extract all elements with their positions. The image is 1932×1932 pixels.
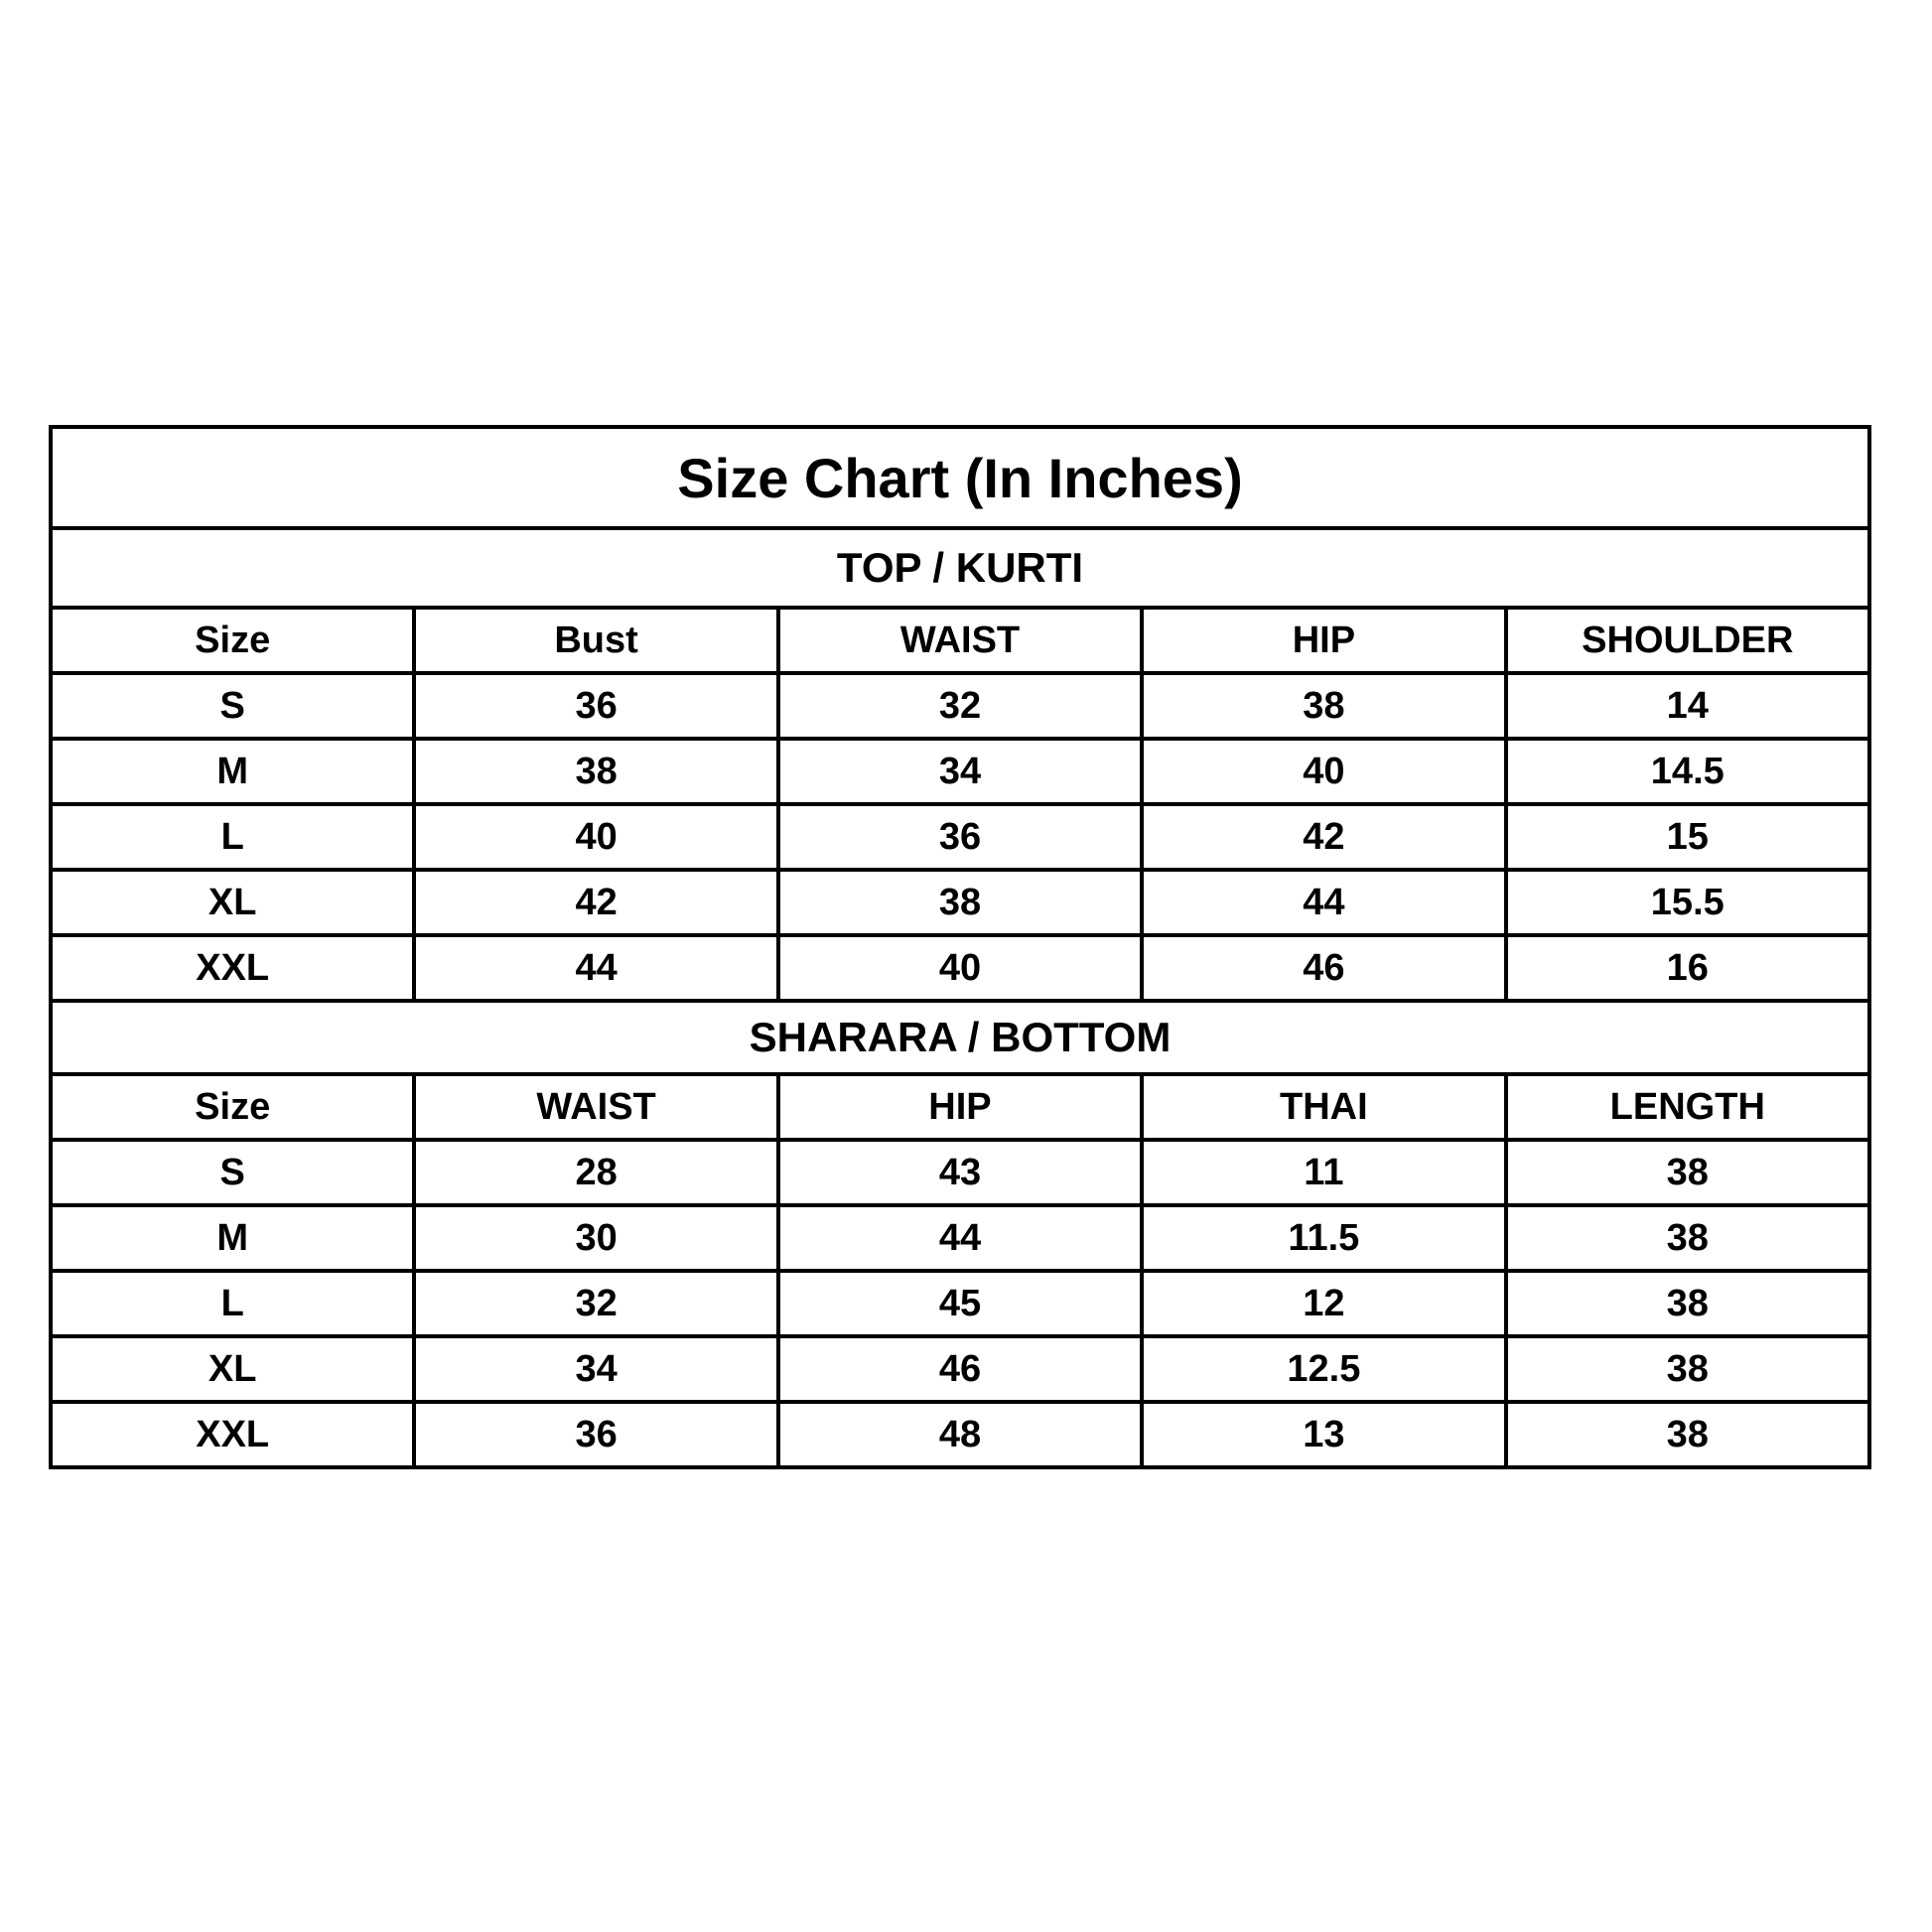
measurement-cell: 40 [412,802,780,872]
measurement-cell: 46 [775,1334,1145,1404]
measurement-cell: 30 [412,1203,780,1273]
column-header: HIP [1140,606,1508,675]
measurement-cell: 32 [412,1269,780,1338]
table-row: L 32 45 12 38 [48,1269,1872,1338]
table-row: S 28 43 11 38 [48,1138,1872,1207]
column-header: LENGTH [1503,1072,1872,1142]
measurement-cell: 42 [1140,802,1508,872]
measurement-cell: 38 [412,737,780,806]
measurement-cell: 34 [412,1334,780,1404]
measurement-cell: 28 [412,1138,780,1207]
measurement-cell: 15 [1503,802,1872,872]
column-header: Bust [412,606,780,675]
size-cell: XL [48,868,417,937]
measurement-cell: 36 [412,671,780,741]
table-row: L 40 36 42 15 [48,802,1872,872]
measurement-cell: 13 [1140,1400,1508,1469]
measurement-cell: 38 [1503,1334,1872,1404]
measurement-cell: 34 [775,737,1145,806]
measurement-cell: 42 [412,868,780,937]
size-cell: XL [48,1334,417,1404]
measurement-cell: 46 [1140,933,1508,1003]
measurement-cell: 32 [775,671,1145,741]
size-cell: M [48,1203,417,1273]
table-row: M 38 34 40 14.5 [48,737,1872,806]
measurement-cell: 38 [1503,1203,1872,1273]
measurement-cell: 36 [775,802,1145,872]
column-header: HIP [775,1072,1145,1142]
measurement-cell: 12.5 [1140,1334,1508,1404]
measurement-cell: 40 [775,933,1145,1003]
column-header: Size [48,606,417,675]
table-row: XXL 44 40 46 16 [48,933,1872,1003]
chart-title: Size Chart (In Inches) [49,425,1871,530]
measurement-cell: 48 [775,1400,1145,1469]
measurement-cell: 11.5 [1140,1203,1508,1273]
column-header: SHOULDER [1503,606,1872,675]
measurement-cell: 12 [1140,1269,1508,1338]
table-row: M 30 44 11.5 38 [48,1203,1872,1273]
measurement-cell: 16 [1503,933,1872,1003]
measurement-cell: 38 [1503,1138,1872,1207]
measurement-cell: 43 [775,1138,1145,1207]
measurement-cell: 44 [775,1203,1145,1273]
measurement-cell: 11 [1140,1138,1508,1207]
size-cell: L [48,1269,417,1338]
measurement-cell: 14 [1503,671,1872,741]
top-section-heading: TOP / KURTI [49,526,1871,610]
measurement-cell: 38 [1140,671,1508,741]
size-cell: L [48,802,417,872]
measurement-cell: 44 [1140,868,1508,937]
measurement-cell: 36 [412,1400,780,1469]
table-row: XL 42 38 44 15.5 [48,868,1872,937]
measurement-cell: 45 [775,1269,1145,1338]
table-row: XL 34 46 12.5 38 [48,1334,1872,1404]
size-cell: S [48,1138,417,1207]
size-chart-table: Size Chart (In Inches) TOP / KURTI Size Bu… [48,425,1872,1469]
bottom-section-heading: SHARARA / BOTTOM [49,999,1871,1076]
column-header: THAI [1140,1072,1508,1142]
measurement-cell: 38 [1503,1400,1872,1469]
column-header: WAIST [412,1072,780,1142]
measurement-cell: 44 [412,933,780,1003]
table-row: XXL 36 48 13 38 [48,1400,1872,1469]
measurement-cell: 38 [1503,1269,1872,1338]
size-cell: M [48,737,417,806]
size-cell: XXL [48,933,417,1003]
size-cell: XXL [48,1400,417,1469]
table-row: S 36 32 38 14 [48,671,1872,741]
size-cell: S [48,671,417,741]
measurement-cell: 15.5 [1503,868,1872,937]
column-header: WAIST [775,606,1145,675]
measurement-cell: 38 [775,868,1145,937]
column-header: Size [48,1072,417,1142]
measurement-cell: 14.5 [1503,737,1872,806]
bottom-header-row: Size WAIST HIP THAI LENGTH [48,1072,1872,1142]
top-header-row: Size Bust WAIST HIP SHOULDER [48,606,1872,675]
measurement-cell: 40 [1140,737,1508,806]
